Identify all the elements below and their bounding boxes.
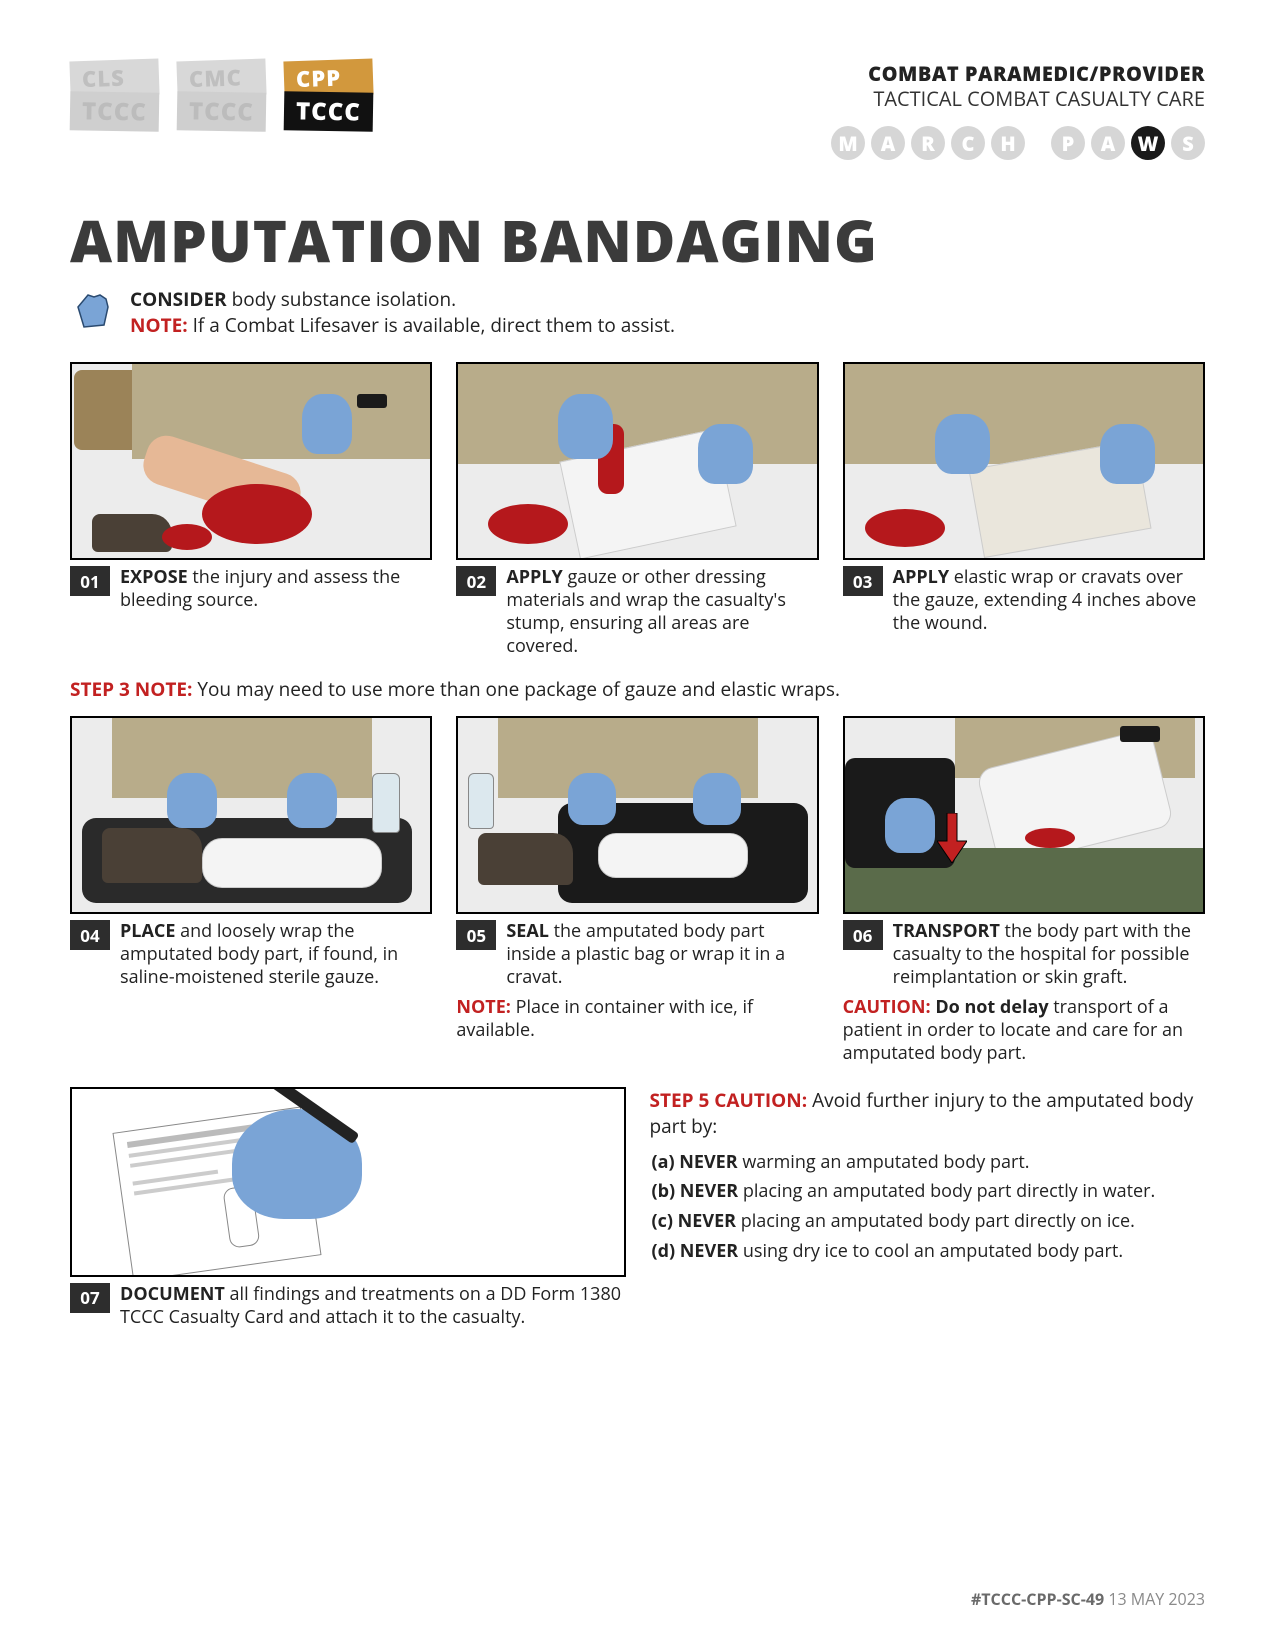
step-01: 01 EXPOSE the injury and assess the blee… <box>70 362 432 658</box>
acro-m: M <box>831 126 865 160</box>
step-05-note: NOTE: Place in container with ice, if av… <box>456 996 818 1042</box>
step-04-illustration <box>70 716 432 914</box>
caution-item-b: (b) NEVER placing an amputated body part… <box>652 1178 1206 1206</box>
step-07-illustration <box>70 1087 626 1277</box>
step5-caution-title: STEP 5 CAUTION: Avoid further injury to … <box>650 1087 1206 1139</box>
step-05: 05 SEAL the amputated body part inside a… <box>456 716 818 1064</box>
intro-note-text: If a Combat Lifesaver is available, dire… <box>188 312 675 338</box>
step3-note-label: STEP 3 NOTE: <box>70 676 192 702</box>
step-06-illustration <box>843 716 1205 914</box>
step-number: 02 <box>456 566 496 596</box>
step-05-illustration <box>456 716 818 914</box>
page-title: AMPUTATION BANDAGING <box>70 200 1205 279</box>
footer-date: 13 MAY 2023 <box>1104 1588 1205 1610</box>
intro-block: CONSIDER body substance isolation. NOTE:… <box>70 287 1205 338</box>
caution-item-a: (a) NEVER warming an amputated body part… <box>652 1149 1206 1177</box>
steps-row-1: 01 EXPOSE the injury and assess the blee… <box>70 362 1205 658</box>
step-caption: APPLY gauze or other dressing materials … <box>506 566 818 658</box>
provider-title: COMBAT PARAMEDIC/PROVIDER <box>831 60 1205 87</box>
caution-item-d: (d) NEVER using dry ice to cool an amput… <box>652 1238 1206 1266</box>
step5-caution-list: (a) NEVER warming an amputated body part… <box>650 1149 1206 1267</box>
step-06: 06 TRANSPORT the body part with the casu… <box>843 716 1205 1064</box>
step-02-illustration <box>456 362 818 560</box>
glove-icon <box>70 287 116 333</box>
step-03-illustration <box>843 362 1205 560</box>
step-04: 04 PLACE and loosely wrap the amputated … <box>70 716 432 1064</box>
caution-item-c: (c) NEVER placing an amputated body part… <box>652 1208 1206 1236</box>
header-right: COMBAT PARAMEDIC/PROVIDER TACTICAL COMBA… <box>831 60 1205 160</box>
step-caption: DOCUMENT all findings and treatments on … <box>120 1283 626 1329</box>
steps-row-2: 04 PLACE and loosely wrap the amputated … <box>70 716 1205 1064</box>
step-caption: TRANSPORT the body part with the casualt… <box>893 920 1205 989</box>
badge-cpp: CPP TCCC <box>284 60 373 131</box>
intro-note-label: NOTE: <box>130 312 188 338</box>
step-01-illustration <box>70 362 432 560</box>
step-number: 06 <box>843 920 883 950</box>
consider-label: CONSIDER <box>130 286 227 312</box>
course-subtitle: TACTICAL COMBAT CASUALTY CARE <box>831 85 1205 112</box>
step3-inter-note: STEP 3 NOTE: You may need to use more th… <box>70 676 1205 702</box>
acro-a2: A <box>1091 126 1125 160</box>
march-paws-row: M A R C H P A W S <box>831 126 1205 160</box>
step-number: 01 <box>70 566 110 596</box>
step-number: 05 <box>456 920 496 950</box>
steps-row-3: 07 DOCUMENT all findings and treatments … <box>70 1087 1205 1329</box>
acro-c: C <box>951 126 985 160</box>
footer-id: #TCCC-CPP-SC-49 <box>971 1588 1104 1610</box>
step-02: 02 APPLY gauze or other dressing materia… <box>456 362 818 658</box>
badge-bottom: TCCC <box>70 91 160 132</box>
consider-text: body substance isolation. <box>227 286 456 312</box>
step-03: 03 APPLY elastic wrap or cravats over th… <box>843 362 1205 658</box>
acro-w: W <box>1131 126 1165 160</box>
step-number: 07 <box>70 1283 110 1313</box>
acro-r: R <box>911 126 945 160</box>
badge-bottom: TCCC <box>283 91 373 132</box>
step-caption: PLACE and loosely wrap the amputated bod… <box>120 920 432 989</box>
badge-cmc: CMC TCCC <box>177 60 266 131</box>
step-caption: EXPOSE the injury and assess the bleedin… <box>120 566 432 612</box>
step3-note-text: You may need to use more than one packag… <box>192 676 840 702</box>
course-badges: CLS TCCC CMC TCCC CPP TCCC <box>70 60 373 131</box>
acro-s: S <box>1171 126 1205 160</box>
acro-a: A <box>871 126 905 160</box>
step-06-caution: CAUTION: Do not delay transport of a pat… <box>843 996 1205 1065</box>
badge-bottom: TCCC <box>177 91 267 132</box>
step-number: 03 <box>843 566 883 596</box>
step-caption: APPLY elastic wrap or cravats over the g… <box>893 566 1205 635</box>
footer: #TCCC-CPP-SC-49 13 MAY 2023 <box>971 1588 1205 1610</box>
badge-cls: CLS TCCC <box>70 60 159 131</box>
acro-h: H <box>991 126 1025 160</box>
intro-text: CONSIDER body substance isolation. NOTE:… <box>130 287 675 338</box>
step-number: 04 <box>70 920 110 950</box>
acro-p: P <box>1051 126 1085 160</box>
step-07: 07 DOCUMENT all findings and treatments … <box>70 1087 626 1329</box>
step-caption: SEAL the amputated body part inside a pl… <box>506 920 818 989</box>
step5-caution-block: STEP 5 CAUTION: Avoid further injury to … <box>650 1087 1206 1269</box>
header: CLS TCCC CMC TCCC CPP TCCC COMBAT PARAME… <box>70 60 1205 160</box>
